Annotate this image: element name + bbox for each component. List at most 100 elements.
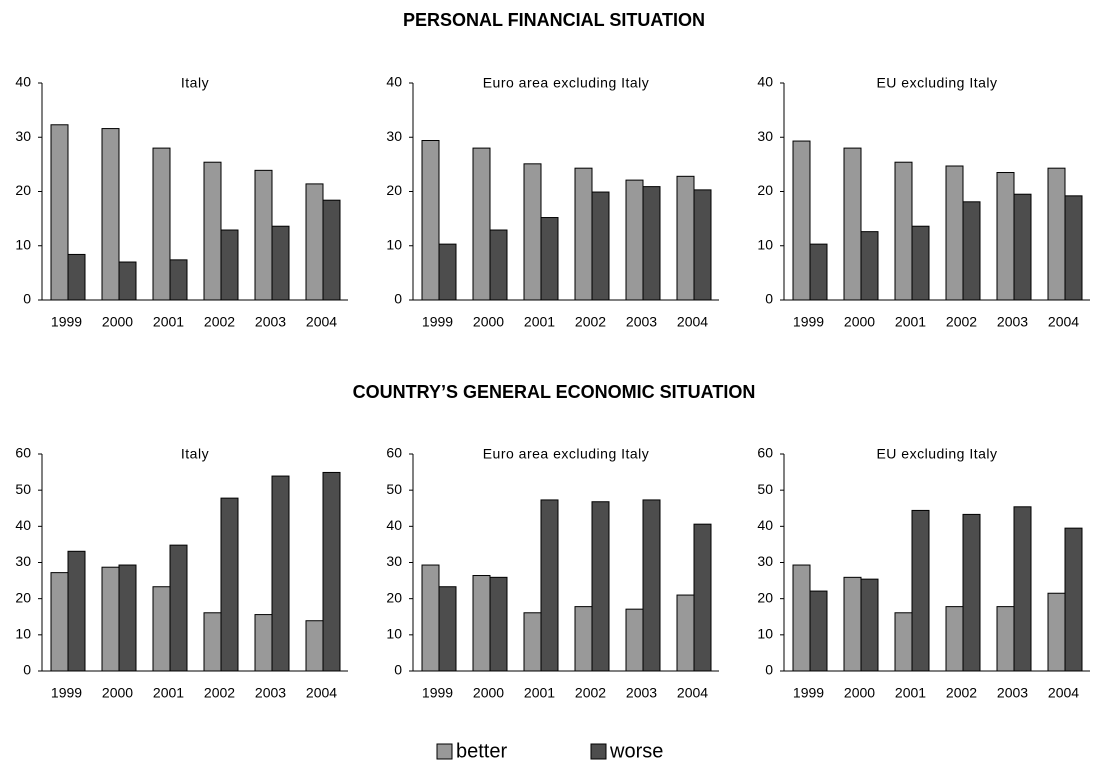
- y-tick-label: 50: [386, 481, 402, 497]
- bar: [676, 594, 695, 672]
- bar: [489, 576, 508, 672]
- bar: [540, 217, 559, 301]
- y-tick-label: 40: [15, 74, 31, 90]
- bar: [169, 259, 188, 301]
- bar: [792, 140, 811, 301]
- legend-label: worse: [609, 740, 663, 762]
- y-tick-label: 0: [765, 291, 773, 307]
- bar: [50, 572, 69, 672]
- y-tick-label: 10: [386, 236, 402, 252]
- bar: [591, 501, 610, 672]
- y-tick-label: 30: [386, 128, 402, 144]
- bar: [962, 201, 981, 301]
- y-tick-label: 40: [386, 517, 402, 533]
- bar: [574, 167, 593, 301]
- panel-title: EU excluding Italy: [876, 75, 997, 91]
- bar: [642, 186, 661, 301]
- bar: [523, 612, 542, 672]
- bar: [1047, 592, 1066, 672]
- bar: [945, 165, 964, 301]
- bar: [540, 499, 559, 672]
- x-tick-label: 2004: [677, 314, 708, 330]
- bar: [809, 243, 828, 301]
- x-tick-label: 1999: [422, 685, 453, 701]
- x-tick-label: 2003: [997, 685, 1028, 701]
- bar: [809, 590, 828, 672]
- x-tick-label: 2001: [153, 314, 184, 330]
- x-tick-label: 2001: [153, 685, 184, 701]
- x-tick-label: 2002: [204, 314, 235, 330]
- x-tick-label: 2003: [997, 314, 1028, 330]
- bar: [101, 566, 120, 672]
- x-tick-label: 2003: [255, 314, 286, 330]
- y-tick-label: 30: [757, 553, 773, 569]
- x-tick-label: 2001: [895, 685, 926, 701]
- bar: [894, 161, 913, 301]
- bar: [203, 161, 222, 301]
- legend-swatch: [436, 743, 453, 760]
- x-tick-label: 2002: [575, 314, 606, 330]
- y-tick-label: 30: [757, 128, 773, 144]
- bar: [523, 163, 542, 301]
- x-tick-label: 2003: [626, 314, 657, 330]
- x-tick-label: 2001: [524, 685, 555, 701]
- bar: [67, 550, 86, 672]
- y-tick-label: 30: [15, 553, 31, 569]
- x-tick-label: 1999: [51, 314, 82, 330]
- bar: [271, 225, 290, 301]
- bar: [472, 575, 491, 672]
- bar: [625, 179, 644, 301]
- x-tick-label: 2004: [1048, 685, 1079, 701]
- legend-label: better: [456, 740, 507, 762]
- legend-swatch: [590, 743, 607, 760]
- panel-title: Euro area excluding Italy: [483, 446, 650, 462]
- y-tick-label: 20: [757, 182, 773, 198]
- y-tick-label: 10: [386, 626, 402, 642]
- y-tick-label: 50: [757, 481, 773, 497]
- y-tick-label: 60: [15, 445, 31, 461]
- y-tick-label: 10: [15, 236, 31, 252]
- bar: [693, 189, 712, 301]
- y-tick-label: 40: [15, 517, 31, 533]
- bar: [1013, 193, 1032, 301]
- bar: [118, 261, 137, 301]
- y-tick-label: 10: [757, 626, 773, 642]
- x-tick-label: 2004: [1048, 314, 1079, 330]
- x-tick-label: 2000: [844, 314, 875, 330]
- bar: [118, 564, 137, 672]
- x-tick-label: 2003: [626, 685, 657, 701]
- bar: [843, 576, 862, 672]
- bar: [152, 147, 171, 301]
- bar: [1047, 167, 1066, 301]
- y-tick-label: 0: [765, 662, 773, 678]
- bar: [101, 128, 120, 301]
- y-tick-label: 20: [15, 589, 31, 605]
- bar: [254, 169, 273, 301]
- y-tick-label: 0: [23, 291, 31, 307]
- bar: [676, 175, 695, 301]
- bar: [305, 620, 324, 672]
- y-tick-label: 30: [386, 553, 402, 569]
- y-tick-label: 10: [757, 236, 773, 252]
- x-tick-label: 2000: [844, 685, 875, 701]
- bar: [860, 578, 879, 672]
- x-tick-label: 2004: [306, 685, 337, 701]
- x-tick-label: 2000: [102, 314, 133, 330]
- bar: [843, 147, 862, 301]
- bar: [50, 124, 69, 301]
- y-tick-label: 60: [386, 445, 402, 461]
- x-tick-label: 2002: [204, 685, 235, 701]
- section-title: COUNTRY’S GENERAL ECONOMIC SITUATION: [353, 382, 756, 402]
- panel-title: EU excluding Italy: [876, 446, 997, 462]
- y-tick-label: 40: [757, 74, 773, 90]
- section-title: PERSONAL FINANCIAL SITUATION: [403, 10, 705, 30]
- bar: [860, 231, 879, 301]
- x-tick-label: 2002: [946, 314, 977, 330]
- bar: [152, 586, 171, 672]
- bar: [996, 172, 1015, 301]
- bar: [911, 509, 930, 672]
- legend: better worse: [436, 740, 663, 762]
- y-tick-label: 20: [386, 182, 402, 198]
- bar: [421, 564, 440, 672]
- x-tick-label: 1999: [422, 314, 453, 330]
